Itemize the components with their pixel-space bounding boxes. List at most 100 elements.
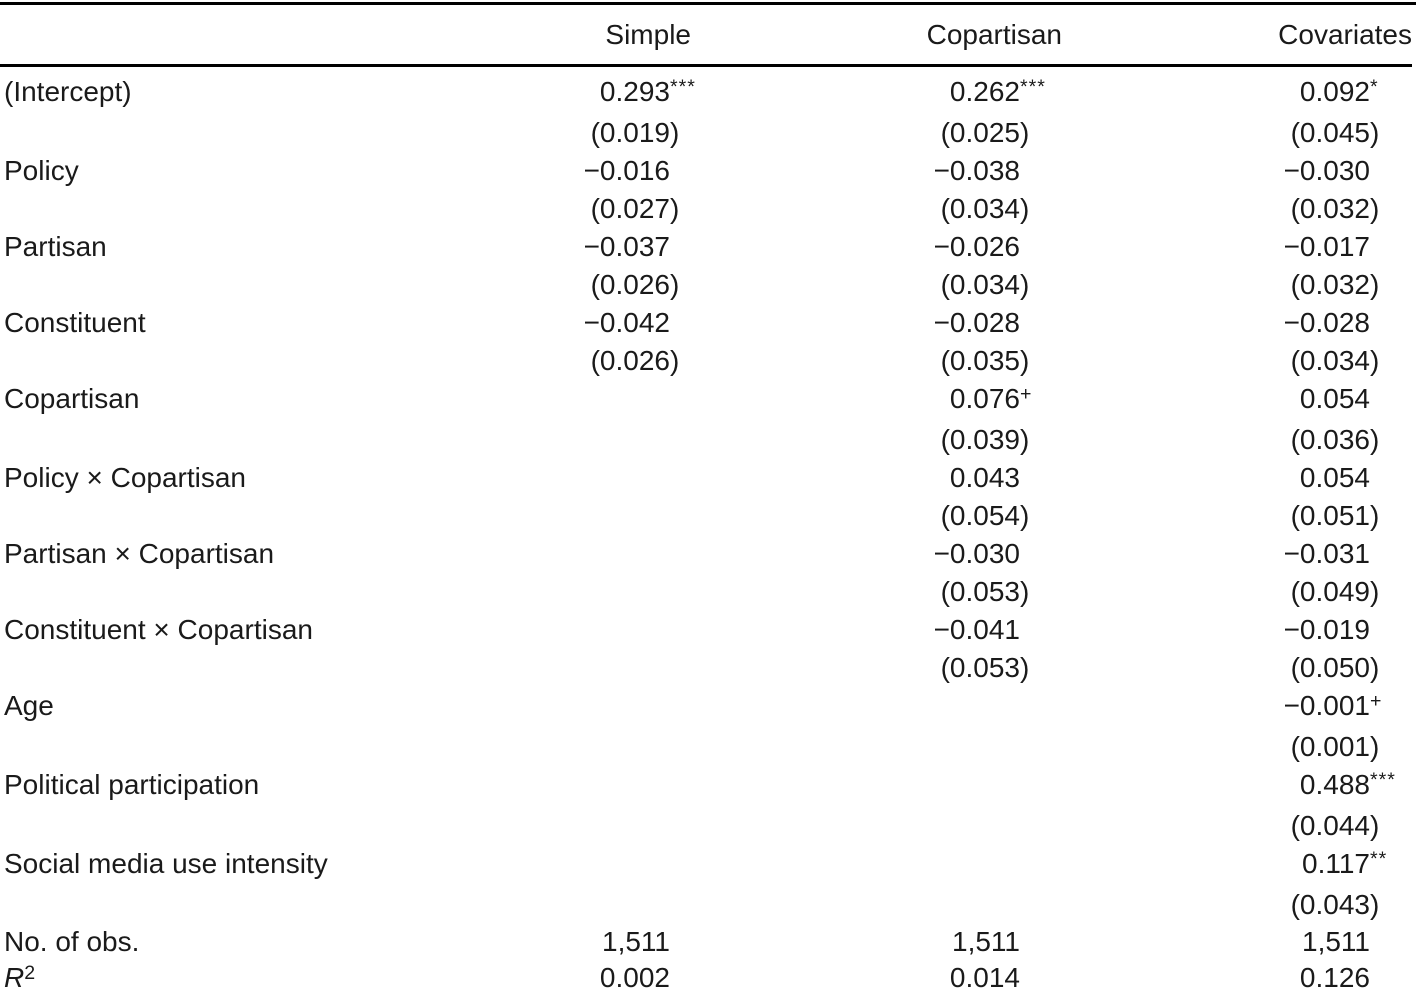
- coef-row: Social media use intensity 0.117**: [0, 845, 1412, 886]
- se-cell: [712, 728, 1062, 766]
- se-value: (0.034: [940, 193, 1020, 224]
- se-value: (0.034: [940, 269, 1020, 300]
- estimate-cell: −0.041: [712, 611, 1062, 649]
- se-value: (0.053: [940, 576, 1020, 607]
- header-row: Simple Copartisan Covariates: [0, 5, 1412, 67]
- stat-value-cell: 0.126: [1299, 962, 1370, 993]
- row-label: Policy: [4, 155, 79, 186]
- se-value: (0.019: [590, 117, 670, 148]
- se-cell: (0.053): [940, 576, 1030, 607]
- estimate-value: −0.030: [933, 538, 1020, 569]
- row-label-empty: [0, 573, 362, 611]
- coef-row: Partisan −0.037 −0.026 −0.017: [0, 228, 1412, 266]
- se-cell: (0.050): [1290, 652, 1380, 683]
- se-value: (0.051: [1290, 500, 1370, 531]
- estimate-value: 0.054: [1299, 383, 1370, 414]
- stat-label-superscript: 2: [24, 961, 36, 984]
- estimate-cell: 0.054: [1062, 459, 1412, 497]
- se-cell: (0.001): [1290, 731, 1380, 762]
- estimate-cell: −0.019: [1062, 611, 1412, 649]
- row-label: Age: [4, 690, 54, 721]
- estimate-cell: −0.031: [1062, 535, 1412, 573]
- estimate-value: 0.262: [949, 76, 1020, 107]
- se-row: (0.053) (0.049): [0, 573, 1412, 611]
- se-cell: (0.044): [1290, 810, 1380, 841]
- se-value: (0.032: [1290, 269, 1370, 300]
- stat-value-cell: 1,511: [602, 926, 670, 957]
- se-value: (0.026: [590, 269, 670, 300]
- significance-marker: *: [1370, 75, 1379, 98]
- se-cell: [362, 886, 712, 924]
- estimate-cell: 0.092*: [1062, 66, 1412, 115]
- estimate-value: 0.488: [1299, 769, 1370, 800]
- row-label: Constituent × Copartisan: [4, 614, 313, 645]
- row-label-empty: [0, 497, 362, 535]
- se-cell: [712, 807, 1062, 845]
- se-value: (0.034: [1290, 345, 1370, 376]
- estimate-cell: 0.054: [1062, 380, 1412, 421]
- se-value: (0.043: [1290, 889, 1370, 920]
- estimate-cell: −0.030: [1062, 152, 1412, 190]
- estimate-cell: [712, 845, 1062, 886]
- estimate-value: −0.017: [1283, 231, 1370, 262]
- stat-value-cell: 0.002: [599, 962, 670, 993]
- column-header-simple: Simple: [362, 5, 712, 67]
- se-row: (0.053) (0.050): [0, 649, 1412, 687]
- coef-row: Age −0.001+: [0, 687, 1412, 728]
- se-cell: (0.035): [940, 345, 1030, 376]
- estimate-value: −0.001: [1283, 690, 1370, 721]
- coef-row: Constituent × Copartisan −0.041 −0.019: [0, 611, 1412, 649]
- estimate-cell: −0.028: [1062, 304, 1412, 342]
- significance-marker: +: [1020, 382, 1033, 405]
- stat-label: No. of obs.: [4, 926, 140, 957]
- row-label-empty: [0, 266, 362, 304]
- se-row: (0.019) (0.025) (0.045): [0, 114, 1412, 152]
- estimate-value: 0.293: [599, 76, 670, 107]
- significance-marker: ***: [1370, 768, 1396, 791]
- se-cell: (0.025): [940, 117, 1030, 148]
- estimate-cell: 0.043: [712, 459, 1062, 497]
- se-cell: (0.045): [1290, 117, 1380, 148]
- estimate-cell: [362, 766, 712, 807]
- coef-row: Policy −0.016 −0.038 −0.030: [0, 152, 1412, 190]
- se-cell: [362, 497, 712, 535]
- se-value: (0.054: [940, 500, 1020, 531]
- se-value: (0.036: [1290, 424, 1370, 455]
- estimate-cell: 0.262***: [712, 66, 1062, 115]
- significance-marker: **: [1370, 847, 1388, 870]
- stats-row: No. of obs. 1,511 1,511 1,511: [0, 924, 1412, 960]
- row-label: Policy × Copartisan: [4, 462, 247, 493]
- regression-table: Simple Copartisan Covariates (Intercept)…: [0, 5, 1412, 999]
- estimate-value: −0.041: [933, 614, 1020, 645]
- estimate-value: −0.037: [583, 231, 670, 262]
- row-label: Social media use intensity: [4, 848, 328, 879]
- estimate-cell: [362, 535, 712, 573]
- table-top-rule: [0, 2, 1416, 5]
- header-empty-cell: [0, 5, 362, 67]
- se-cell: (0.053): [940, 652, 1030, 683]
- stat-value-cell: 1,511: [1302, 926, 1370, 957]
- row-label-empty: [0, 886, 362, 924]
- estimate-value: −0.031: [1283, 538, 1370, 569]
- estimate-cell: [712, 687, 1062, 728]
- se-row: (0.026) (0.035) (0.034): [0, 342, 1412, 380]
- se-row: (0.027) (0.034) (0.032): [0, 190, 1412, 228]
- estimate-value: −0.042: [583, 307, 670, 338]
- significance-marker: ***: [1020, 75, 1046, 98]
- estimate-value: −0.016: [583, 155, 670, 186]
- se-cell: [362, 421, 712, 459]
- estimate-cell: −0.028: [712, 304, 1062, 342]
- row-label-empty: [0, 421, 362, 459]
- estimate-value: 0.117: [1302, 848, 1370, 879]
- se-row: (0.043): [0, 886, 1412, 924]
- coef-row: Political participation 0.488***: [0, 766, 1412, 807]
- estimate-value: 0.043: [949, 462, 1020, 493]
- se-row: (0.001): [0, 728, 1412, 766]
- se-value: (0.039: [940, 424, 1020, 455]
- se-cell: [362, 573, 712, 611]
- se-cell: (0.034): [940, 193, 1030, 224]
- estimate-value: −0.030: [1283, 155, 1370, 186]
- estimate-cell: −0.017: [1062, 228, 1412, 266]
- se-cell: [362, 807, 712, 845]
